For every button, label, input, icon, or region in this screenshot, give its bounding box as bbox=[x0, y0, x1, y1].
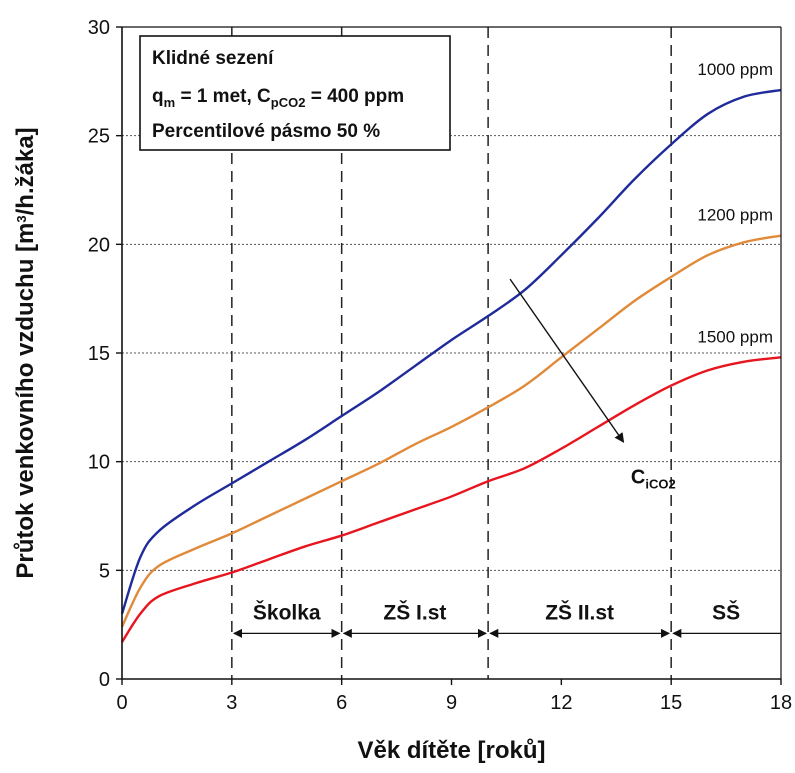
trend-arrow bbox=[509, 278, 625, 443]
series-line-1200-ppm bbox=[120, 234, 782, 628]
y-tick-label-30: 30 bbox=[88, 17, 110, 39]
y-axis-title-post: /h.žáka] bbox=[12, 127, 39, 215]
trend-label-sub: iCO2 bbox=[645, 476, 675, 491]
y-tick-label-10: 10 bbox=[88, 452, 110, 474]
info-box-cp-sub: pCO2 bbox=[271, 95, 306, 110]
x-tick-label-0: 0 bbox=[116, 692, 127, 714]
series-line-1000-ppm bbox=[120, 88, 782, 615]
info-box-qm: q bbox=[152, 86, 164, 107]
y-tick-label-25: 25 bbox=[88, 126, 110, 148]
info-box: Klidné sezení qm = 1 met, CpCO2 = 400 pp… bbox=[139, 35, 451, 151]
y-tick-label-20: 20 bbox=[88, 234, 110, 256]
trend-arrow-group: CiCO2 bbox=[509, 278, 676, 491]
x-tick-label-6: 6 bbox=[336, 692, 347, 714]
info-box-line2: qm = 1 met, CpCO2 = 400 ppm bbox=[152, 86, 404, 110]
series-label-1200-ppm: 1200 ppm bbox=[697, 206, 773, 225]
series-line-1500-ppm bbox=[120, 356, 782, 643]
info-box-met: = 1 met, C bbox=[175, 86, 271, 107]
info-box-line1: Klidné sezení bbox=[152, 48, 274, 69]
info-box-frame bbox=[139, 35, 451, 151]
x-tick-label-3: 3 bbox=[226, 692, 237, 714]
y-tick-label-15: 15 bbox=[88, 343, 110, 365]
phase-1-label: ZŠ I.st bbox=[383, 600, 446, 624]
series-lines: 1000 ppm 1200 ppm 1500 ppm bbox=[120, 60, 782, 643]
y-axis-title-pre: Průtok venkovního vzduchu [m bbox=[12, 223, 39, 579]
y-axis-title-sup: 3 bbox=[14, 215, 29, 222]
x-tick-label-18: 18 bbox=[770, 692, 792, 714]
phase-3-label: SŠ bbox=[712, 600, 740, 624]
x-tick-label-12: 12 bbox=[550, 692, 572, 714]
tick-labels: 0 3 6 9 12 15 18 0 5 10 15 20 25 30 bbox=[88, 17, 792, 714]
series-label-1000-ppm: 1000 ppm bbox=[697, 60, 773, 79]
info-box-line3: Percentilové pásmo 50 % bbox=[152, 121, 380, 142]
info-box-ppm: = 400 ppm bbox=[305, 86, 404, 107]
phase-2-label: ZŠ II.st bbox=[545, 600, 614, 624]
phase-arrows: Školka ZŠ I.st ZŠ II.st SŠ bbox=[232, 600, 781, 638]
y-tick-label-5: 5 bbox=[99, 560, 110, 582]
y-tick-label-0: 0 bbox=[99, 669, 110, 691]
x-tick-label-9: 9 bbox=[446, 692, 457, 714]
x-tick-label-15: 15 bbox=[660, 692, 682, 714]
y-axis-title: Průtok venkovního vzduchu [m3/h.žáka] bbox=[12, 127, 39, 578]
info-box-qm-sub: m bbox=[164, 95, 176, 110]
phase-0-label: Školka bbox=[253, 600, 321, 624]
x-axis-title: Věk dítěte [roků] bbox=[357, 737, 545, 764]
trend-label: CiCO2 bbox=[631, 466, 676, 491]
series-label-1500-ppm: 1500 ppm bbox=[697, 327, 773, 346]
trend-label-main: C bbox=[631, 466, 645, 488]
